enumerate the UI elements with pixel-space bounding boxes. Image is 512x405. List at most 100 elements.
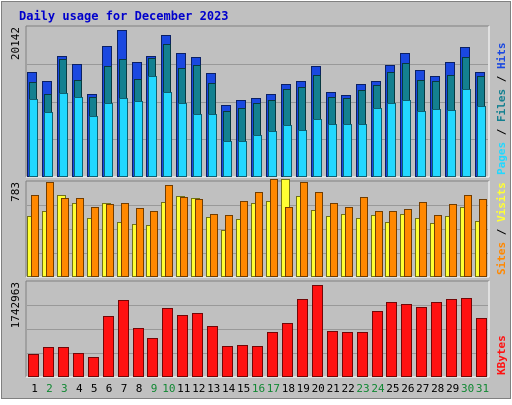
series-sites [31,179,487,277]
bar-kbytes-day-2 [43,347,54,377]
bar-pages-day-30 [462,89,471,177]
bar-pages-day-9 [148,76,157,177]
bar-kbytes-day-29 [446,299,457,377]
bar-kbytes-day-22 [342,332,353,377]
bar-kbytes-day-11 [177,315,188,377]
bar-kbytes-day-10 [162,308,173,377]
y-max-label: 1742963 [9,282,22,328]
bar-kbytes-day-15 [237,345,248,377]
bar-pages-day-10 [163,92,172,177]
legend-visits: Visits [495,182,508,222]
bar-sites-day-25 [389,211,397,277]
bar-kbytes-day-26 [401,304,412,377]
y-max-label: 783 [9,182,22,202]
bar-kbytes-day-17 [267,332,278,377]
x-label-day-5: 5 [91,382,98,395]
x-label-day-12: 12 [192,382,205,395]
bar-sites-day-21 [330,203,338,277]
bar-pages-day-11 [178,103,187,177]
bar-sites-day-31 [479,199,487,277]
bar-kbytes-day-4 [73,353,84,377]
bar-kbytes-day-27 [416,307,427,377]
bar-kbytes-day-20 [312,285,323,377]
x-label-day-8: 8 [136,382,143,395]
bar-kbytes-day-13 [207,326,218,377]
bar-sites-day-11 [180,197,188,277]
bar-pages-day-25 [387,103,396,177]
bar-pages-day-16 [253,135,262,177]
bar-pages-day-7 [119,98,128,177]
bar-sites-day-4 [76,198,84,277]
bar-sites-day-13 [210,214,218,277]
bar-kbytes-day-5 [88,357,99,377]
bar-kbytes-day-19 [297,299,308,377]
bar-kbytes-day-8 [133,328,144,377]
bar-pages-day-20 [313,119,322,177]
x-label-day-3: 3 [61,382,68,395]
bar-kbytes-day-23 [357,332,368,377]
bar-pages-day-2 [44,112,53,177]
bar-sites-day-24 [375,211,383,277]
bar-pages-day-22 [343,124,352,177]
bar-pages-day-4 [74,97,83,177]
x-label-day-22: 22 [341,382,354,395]
bar-kbytes-day-12 [192,313,203,377]
chart-title: Daily usage for December 2023 [19,9,229,23]
bar-sites-day-5 [91,207,99,277]
panel-hits-files-pages: 20142 Pages / Files / Hits [9,25,508,178]
x-label-day-21: 21 [327,382,340,395]
bar-pages-day-13 [208,114,217,177]
bar-kbytes-day-30 [461,298,472,377]
bar-sites-day-14 [225,215,233,277]
bar-kbytes-day-31 [476,318,487,377]
bar-sites-day-26 [404,209,412,277]
bar-sites-day-10 [165,185,173,277]
legend: Sites / Visits [495,182,508,275]
bar-sites-day-2 [46,182,54,277]
x-label-day-23: 23 [356,382,369,395]
legend-files: Files [495,89,508,122]
legend-kbytes: KBytes [495,335,508,375]
bar-pages-day-3 [59,93,68,177]
bar-sites-day-27 [419,202,427,277]
bar-pages-day-26 [402,100,411,177]
panel-visits-sites: 783 Sites / Visits [9,179,508,278]
series-kbytes [28,285,487,377]
bar-pages-day-17 [268,131,277,177]
x-label-day-28: 28 [431,382,444,395]
bar-sites-day-28 [434,215,442,277]
x-label-day-17: 17 [267,382,280,395]
x-label-day-18: 18 [282,382,295,395]
x-label-day-24: 24 [371,382,385,395]
bar-pages-day-6 [104,103,113,177]
bar-kbytes-day-16 [252,346,263,377]
bar-kbytes-day-9 [147,338,158,377]
bar-sites-day-23 [360,197,368,277]
bar-kbytes-day-24 [372,311,383,377]
legend: Pages / Files / Hits [495,43,508,176]
bar-sites-day-22 [345,207,353,277]
bar-kbytes-day-1 [28,354,39,377]
bar-pages-day-5 [89,116,98,177]
x-label-day-4: 4 [76,382,83,395]
bar-pages-day-15 [238,141,247,177]
bar-kbytes-day-6 [103,316,114,377]
x-label-day-13: 13 [207,382,220,395]
x-axis-labels: 1 2 3 4 5 6 7 8 9 10 11 12 13 14 15 16 17 18 19 20 21 22 23 24 2… [31,382,489,395]
bar-pages-day-8 [134,101,143,177]
bar-sites-day-12 [195,199,203,277]
series-pages [29,76,486,177]
x-label-day-27: 27 [416,382,429,395]
bar-pages-day-23 [358,124,367,177]
bar-sites-day-19 [300,182,308,277]
x-label-day-14: 14 [222,382,236,395]
bar-sites-day-17 [270,179,278,277]
x-label-day-26: 26 [401,382,414,395]
bar-kbytes-day-21 [327,331,338,377]
panels-group: 20142 Pages / Files / Hits 783 Sites / Visi… [9,25,508,378]
x-label-day-31: 31 [476,382,489,395]
bar-sites-day-16 [255,192,263,277]
bar-sites-day-6 [106,204,114,277]
x-label-day-10: 10 [162,382,175,395]
